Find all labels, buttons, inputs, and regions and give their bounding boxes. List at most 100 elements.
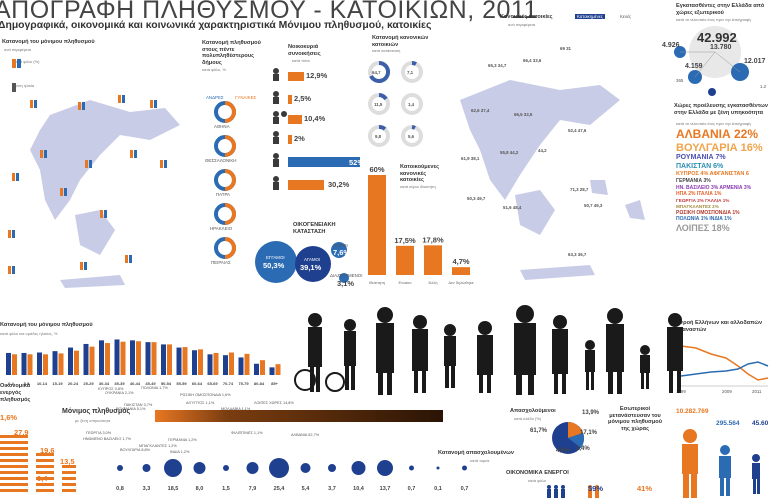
map2-region-value: 51,6 48,4 xyxy=(503,205,522,210)
map2-title: Κανονικές κατοικίες xyxy=(500,14,553,20)
foreign-title: Εγκατασθέντες στην Ελλάδα από χώρες εξωτ… xyxy=(676,3,765,16)
country-row: ΡΩΣΙΚΗ ΟΜΟΣΠΟΝΔΙΑ 1% xyxy=(676,209,740,216)
cities-note: κατά φύλο, % xyxy=(202,67,226,72)
foreign-value: 4.159 xyxy=(685,63,703,70)
city-donut xyxy=(214,135,236,157)
nationality-stack xyxy=(155,410,443,422)
nationality-note: με ξένη υπηκοότητα xyxy=(75,418,111,423)
econ-active-note: κατά φύλο xyxy=(528,478,547,483)
map2-region-value: 69 31 xyxy=(560,46,571,51)
country-row: ΑΛΒΑΝΙΑ 22% xyxy=(676,127,759,141)
household-value: 10,4% xyxy=(304,114,326,123)
widowed-circle xyxy=(331,242,347,258)
legend-women: ΓΥΝΑΙΚΕΣ xyxy=(235,95,257,100)
econ-active-icons xyxy=(547,485,599,498)
nationality-bar xyxy=(155,410,443,422)
marital-value: 3,1% xyxy=(337,279,355,288)
age-group-label: 70-74 xyxy=(223,381,234,386)
foreign-total: 42.992 xyxy=(697,30,737,45)
employed-value: 4,9% xyxy=(556,448,570,454)
foreign-circles xyxy=(674,26,749,96)
legend-men: ΑΝΔΡΕΣ xyxy=(206,95,224,100)
crete-shape xyxy=(520,265,595,280)
marital-title: ΟΙΚΟΓΕΝΕΙΑΚΗ ΚΑΤΑΣΤΑΣΗ xyxy=(293,222,336,235)
age-group-label: 75-79 xyxy=(238,381,249,386)
employment-value: 3,3 xyxy=(143,486,151,492)
flow-line-foreign xyxy=(680,345,769,381)
countries-title: Χώρες προέλευσης εγκατασθέντων στην Ελλά… xyxy=(674,103,768,116)
age-chart: 0-4 5-9 10-14 15-19 20-24 25-29 30-34 35-39 40-4… xyxy=(6,339,281,386)
single-circle xyxy=(295,246,331,282)
map2-legend-occupied: Κατοικημένες xyxy=(575,14,605,19)
age-group-label: 25-29 xyxy=(83,381,94,386)
household-value: 52% xyxy=(349,158,365,167)
peloponnese-shape xyxy=(515,190,555,235)
region-circle xyxy=(708,88,716,96)
marital-value: 39,1% xyxy=(300,263,322,272)
household-note: κατά τύπο xyxy=(292,58,310,63)
island-shape xyxy=(625,200,645,220)
figure-large xyxy=(682,429,698,498)
age-bar-men xyxy=(207,354,213,375)
employment-bubble xyxy=(142,464,151,472)
nationality-label: ΡΟΥΜΑΝΙΑ 5,1% xyxy=(116,407,146,411)
foreign-value: 12.017 xyxy=(744,58,766,65)
age-bar-women xyxy=(27,354,33,375)
marital-circles xyxy=(255,241,349,283)
age-bar-men xyxy=(6,352,11,375)
dwelling-value: 7,1 xyxy=(407,70,414,75)
age-group-label: 50-54 xyxy=(161,381,172,386)
dwelling-value: 9,8 xyxy=(375,134,382,139)
occupied-bar-label: Ενοίκιο xyxy=(399,280,413,285)
household-row xyxy=(273,176,324,190)
age-bar-women xyxy=(198,349,203,375)
employment-bubble xyxy=(351,461,366,475)
employment-note: κατά τομέα xyxy=(470,458,490,463)
age-bar-men xyxy=(99,340,104,375)
household-title: Νοικοκυριά xyxy=(288,44,319,50)
employment-bubble xyxy=(246,462,259,474)
employed-value: 13,9% xyxy=(582,410,600,416)
age-group-label: 40-44 xyxy=(130,381,141,386)
dwelling-donut xyxy=(401,125,423,147)
flow-year: 2011 xyxy=(752,389,762,394)
map2-region-value: 62,6 37,4 xyxy=(471,108,490,113)
household-row xyxy=(273,68,304,81)
country-row: ΠΑΚΙΣΤΑΝ 6% xyxy=(676,162,724,170)
nationality-label: ΦΙΛΙΠΠΙΝΕΣ 1,1% xyxy=(231,431,263,435)
age-bar-men xyxy=(254,363,259,375)
dwelling-donut xyxy=(368,60,391,83)
marital-label: ΑΓΑΜΟΙ xyxy=(304,257,321,262)
nationality-label: ΠΟΛΩΝΙΑ 1,7% xyxy=(141,386,168,390)
nationality-label: ΓΕΩΡΓΙΑ 3,0% xyxy=(86,431,112,435)
nationality-label: ΛΟΙΠΕΣ ΧΩΡΕΣ 14,8% xyxy=(254,401,294,405)
employment-bubble xyxy=(436,466,440,470)
age-bar-men xyxy=(21,352,27,375)
dwelling-donut xyxy=(368,93,390,115)
marital-value: 7,6% xyxy=(333,248,351,257)
age-group-label: 60-64 xyxy=(192,381,203,386)
employment-bubble xyxy=(300,463,311,473)
map2-region-value: 50,3 49,7 xyxy=(467,196,486,201)
page-subtitle: Δημογραφικά, οικονομικά και κοινωνικά χα… xyxy=(0,20,432,31)
education-value: 19,6 xyxy=(40,446,55,455)
employment-value: 0,8 xyxy=(116,486,124,492)
island-shape xyxy=(590,180,608,195)
occupied-bar-label: Δεν δηλώθηκε xyxy=(448,280,474,285)
born-abroad-figures xyxy=(682,429,760,498)
crete-shape xyxy=(60,275,125,288)
foreign-value: 365 xyxy=(676,78,684,83)
married-circle xyxy=(255,241,297,283)
city-donut xyxy=(214,169,236,191)
age-note: κατά φύλο και ομάδες ηλικίας, % xyxy=(0,331,58,336)
age-bar-women xyxy=(12,354,17,375)
map2-region-value: 63,3 36,7 xyxy=(568,252,587,257)
map2-region-value: 55,8 44,2 xyxy=(500,150,519,155)
household-icons xyxy=(273,68,360,190)
map1-title: Κατανομή του μόνιμου πληθυσμού xyxy=(2,39,95,45)
map2-region-value: 71,3 28,7 xyxy=(570,187,589,192)
country-row: ΗΠΑ 2% ΙΤΑΛΙΑ 1% xyxy=(676,191,722,197)
map2-region-value: 66,4 33,6 xyxy=(523,58,542,63)
age-group-label: 55-59 xyxy=(176,381,187,386)
employment-bubble xyxy=(223,465,229,471)
